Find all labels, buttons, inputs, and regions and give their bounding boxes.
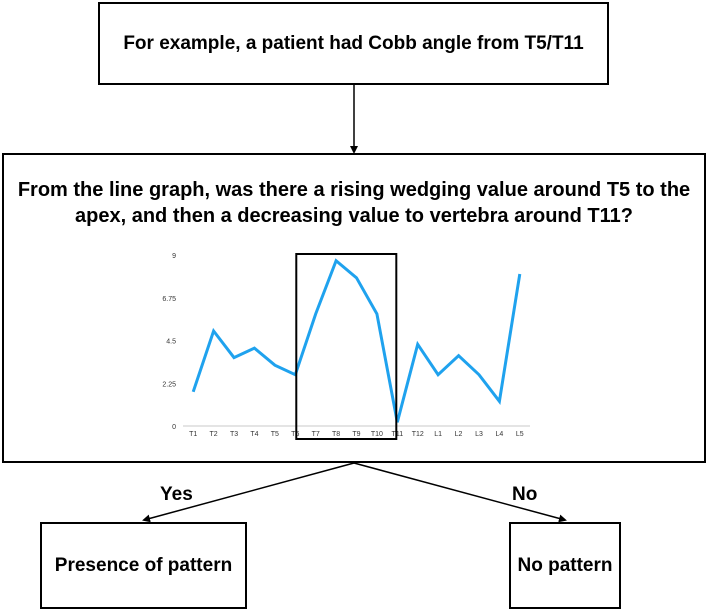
y-tick-label: 4.5 <box>166 339 176 346</box>
example-text: For example, a patient had Cobb angle fr… <box>123 32 584 54</box>
presence-of-pattern-box: Presence of pattern <box>40 522 247 609</box>
y-tick-label: 2.25 <box>162 381 176 388</box>
x-tick-label: L2 <box>455 431 463 438</box>
question-text: From the line graph, was there a rising … <box>17 179 691 227</box>
x-tick-label: T9 <box>352 431 360 438</box>
x-tick-label: L1 <box>434 431 442 438</box>
no-pattern-text: No pattern <box>517 554 613 576</box>
x-tick-label: T8 <box>332 431 340 438</box>
x-tick-label: T4 <box>250 431 258 438</box>
y-tick-label: 6.75 <box>162 296 176 303</box>
x-tick-label: T5 <box>271 431 279 438</box>
wedging-series-line <box>191 258 522 423</box>
no-pattern-box: No pattern <box>509 522 621 609</box>
x-tick-label: T11 <box>392 431 404 438</box>
x-tick-label: T2 <box>210 431 218 438</box>
x-tick-label: L3 <box>475 431 483 438</box>
x-tick-label: T3 <box>230 431 238 438</box>
x-tick-label: L4 <box>495 431 503 438</box>
example-box: For example, a patient had Cobb angle fr… <box>98 2 609 85</box>
question-box: From the line graph, was there a rising … <box>2 153 706 463</box>
y-tick-label: 0 <box>172 424 176 431</box>
connector-arrow-yes <box>142 462 355 523</box>
x-tick-label: T1 <box>189 431 197 438</box>
y-tick-label: 9 <box>172 253 176 260</box>
connector-arrow-no <box>353 462 567 523</box>
x-tick-label: T12 <box>412 431 424 438</box>
presence-of-pattern-text: Presence of pattern <box>54 554 233 576</box>
no-label: No <box>512 484 538 505</box>
x-tick-label: L5 <box>516 431 524 438</box>
yes-label: Yes <box>160 484 193 505</box>
x-tick-label: T10 <box>371 431 383 438</box>
x-tick-label: T7 <box>312 431 320 438</box>
highlight-frame <box>295 253 398 440</box>
